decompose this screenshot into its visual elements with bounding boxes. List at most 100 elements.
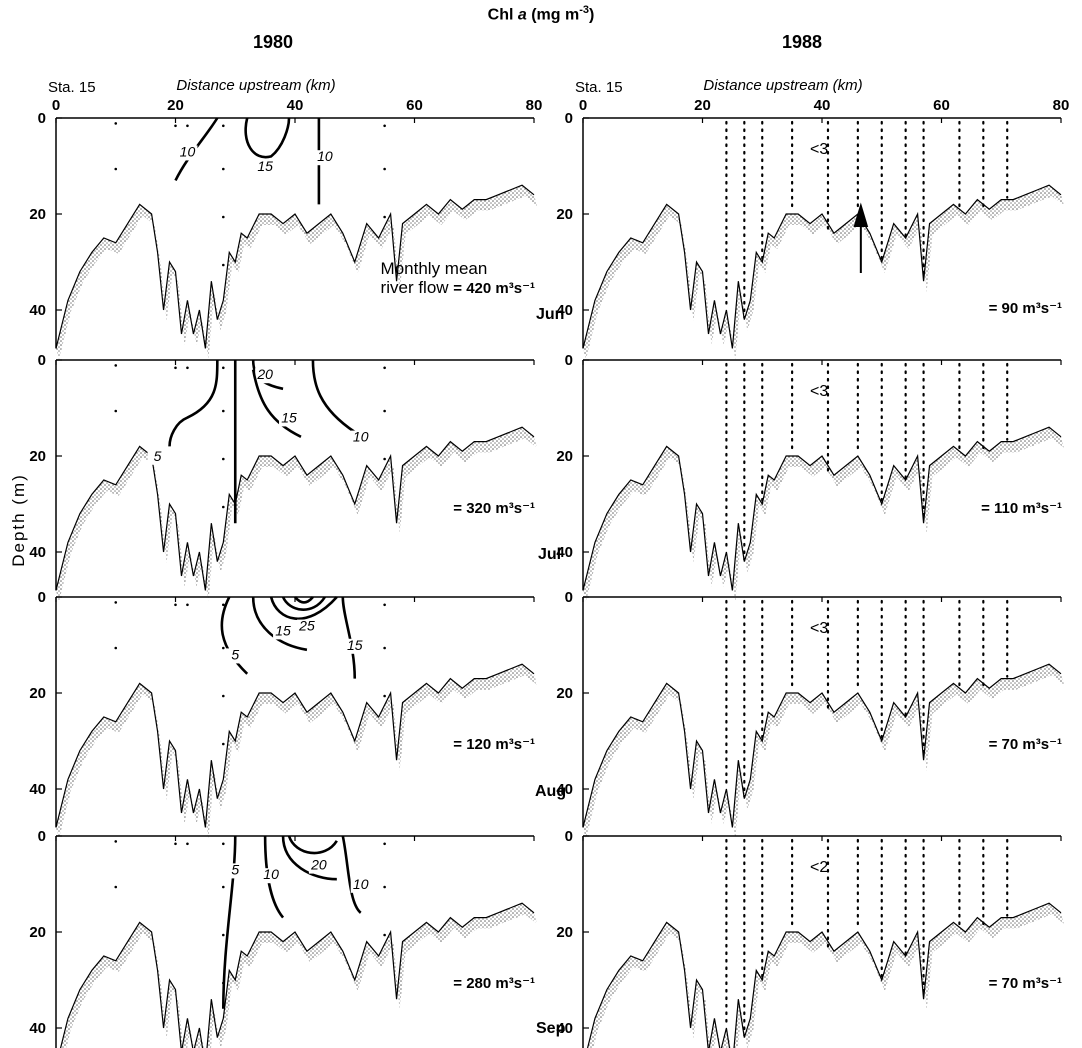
contour-label: 5 bbox=[231, 861, 239, 877]
panel-1980-Jun: 0 20 40 0 20 40 60 80 Sta. 15 Distance upstream (… bbox=[29, 77, 543, 360]
x-axis-label: Distance upstream (km) bbox=[176, 77, 335, 94]
flow-value: = 420 m³s⁻¹ bbox=[453, 280, 535, 297]
bottom-profile-line bbox=[55, 663, 535, 828]
x-tick-label: 20 bbox=[694, 97, 711, 114]
sample-point bbox=[383, 603, 386, 607]
sample-point bbox=[222, 167, 225, 171]
sample-point bbox=[174, 366, 177, 370]
contour-label: 20 bbox=[256, 366, 273, 382]
panel-1988-Sep: 0 20 40 <2 bbox=[556, 828, 1064, 1048]
contour-label-bg bbox=[225, 863, 246, 879]
month-label: Jun bbox=[536, 306, 565, 323]
flow-value: = 110 m³s⁻¹ bbox=[981, 500, 1062, 517]
contour-line bbox=[251, 596, 308, 652]
x-tick-label: 80 bbox=[1053, 97, 1070, 114]
flow-value: = 280 m³s⁻¹ bbox=[453, 975, 535, 992]
sediment-shading bbox=[583, 185, 1064, 360]
contour-line bbox=[281, 596, 326, 611]
sample-point bbox=[222, 124, 225, 128]
sediment-shading bbox=[56, 664, 537, 839]
month-label: Aug bbox=[535, 783, 567, 800]
contour-label-bg bbox=[279, 411, 300, 427]
y-tick-label: 40 bbox=[556, 544, 573, 561]
flow-value: = 70 m³s⁻¹ bbox=[988, 736, 1062, 753]
month-label: Sep bbox=[536, 1020, 566, 1037]
contour-line bbox=[251, 369, 302, 438]
contour-line bbox=[287, 835, 338, 855]
sample-point bbox=[383, 842, 386, 846]
sample-point bbox=[186, 603, 189, 607]
sample-point bbox=[222, 505, 225, 509]
sample-point bbox=[222, 215, 225, 219]
y-tick-label: 0 bbox=[565, 110, 573, 127]
contour-label-bg bbox=[177, 145, 198, 161]
contour-line bbox=[341, 596, 357, 679]
contour-label: 5 bbox=[154, 448, 162, 464]
arrow-marker bbox=[853, 202, 869, 273]
sample-point bbox=[383, 933, 386, 937]
river-flow-label: = 320 m³s⁻¹ bbox=[453, 500, 535, 518]
y-tick-label: 20 bbox=[556, 924, 573, 941]
chl-value-label: <3 bbox=[810, 141, 828, 158]
year-label-1988: 1988 bbox=[782, 32, 823, 52]
contour-label: 5 bbox=[231, 646, 239, 662]
sample-point bbox=[222, 842, 225, 846]
sample-point bbox=[174, 603, 177, 607]
contour-label: 10 bbox=[317, 148, 333, 164]
y-tick-label: 20 bbox=[29, 448, 46, 465]
sediment-shading bbox=[583, 664, 1064, 839]
bottom-profile-line bbox=[582, 184, 1062, 349]
sample-point bbox=[114, 409, 118, 413]
bottom-profile-line bbox=[586, 902, 1062, 1048]
sample-point bbox=[222, 646, 225, 650]
y-tick-label: 20 bbox=[29, 924, 46, 941]
station-origin-label: Sta. 15 bbox=[575, 79, 623, 96]
sediment-shading bbox=[587, 903, 1064, 1048]
contour-label: 25 bbox=[298, 618, 315, 634]
river-flow-label: = 70 m³s⁻¹ bbox=[989, 975, 1062, 993]
y-tick-label: 40 bbox=[29, 1020, 46, 1037]
y-tick-label: 40 bbox=[556, 302, 573, 319]
chl-value-label: <3 bbox=[810, 620, 828, 637]
bottom-profile-line bbox=[582, 426, 1062, 591]
flow-value: = 120 m³s⁻¹ bbox=[453, 736, 535, 753]
bottom-profile-line bbox=[55, 184, 535, 349]
y-tick-label: 20 bbox=[556, 685, 573, 702]
contour-label-bg bbox=[344, 638, 365, 654]
contour-line bbox=[220, 596, 249, 675]
contour-label-bg bbox=[273, 624, 294, 640]
y-tick-label: 20 bbox=[556, 206, 573, 223]
contour-label-bg bbox=[261, 868, 282, 884]
y-tick-label: 0 bbox=[38, 828, 46, 845]
contour-label: 15 bbox=[257, 158, 273, 174]
x-tick-label: 40 bbox=[814, 97, 831, 114]
sample-point bbox=[186, 842, 189, 846]
x-tick-label: 0 bbox=[52, 97, 60, 114]
river-flow-label: = 280 m³s⁻¹ bbox=[453, 975, 535, 993]
bottom-profile-line bbox=[59, 902, 535, 1048]
x-tick-label: 20 bbox=[167, 97, 184, 114]
figure-title-a: a bbox=[517, 6, 527, 24]
y-tick-label: 0 bbox=[565, 352, 573, 369]
y-tick-label: 40 bbox=[29, 781, 46, 798]
sample-point bbox=[174, 842, 177, 846]
sample-point bbox=[222, 603, 225, 607]
contour-label: 10 bbox=[353, 429, 369, 445]
sediment-shading bbox=[583, 427, 1064, 602]
sample-point bbox=[383, 409, 386, 413]
sample-point bbox=[383, 124, 386, 128]
chl-value-label: <2 bbox=[810, 859, 828, 876]
sample-point bbox=[383, 457, 386, 461]
contour-label-bg bbox=[350, 430, 371, 446]
x-tick-label: 80 bbox=[526, 97, 543, 114]
contour-label: 20 bbox=[310, 857, 327, 873]
y-tick-label: 40 bbox=[556, 781, 573, 798]
month-label: Jul bbox=[538, 546, 562, 563]
sample-point bbox=[222, 885, 225, 889]
y-tick-label: 40 bbox=[29, 302, 46, 319]
contour-line bbox=[311, 359, 356, 434]
sample-point bbox=[186, 124, 189, 128]
river-flow-label: = 90 m³s⁻¹ bbox=[989, 300, 1062, 318]
